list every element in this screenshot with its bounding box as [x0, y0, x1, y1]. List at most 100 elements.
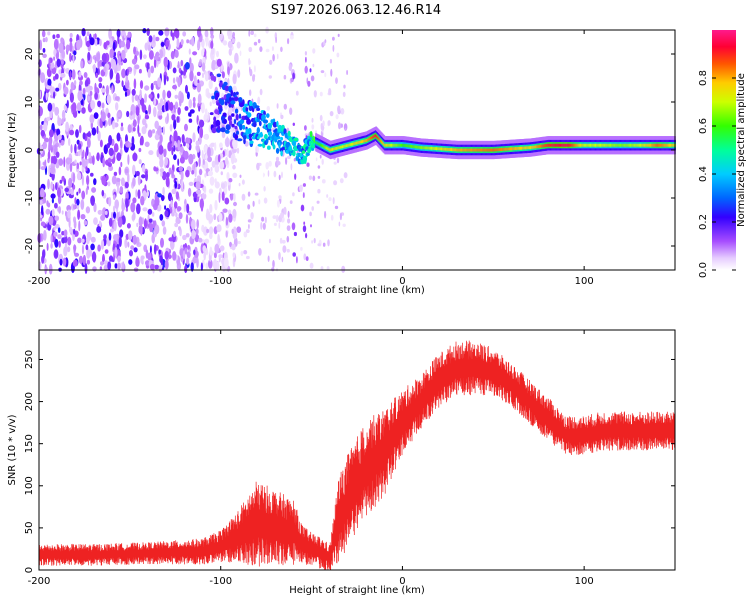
spectrogram-noise-blob [176, 76, 179, 83]
spectrogram-noise-blob [200, 102, 205, 114]
spectrogram-noise-blob [135, 170, 140, 177]
spectrogram-signal-cell [428, 146, 431, 150]
spectrogram-noise-blob [196, 82, 202, 93]
spectrogram-noise-blob [219, 142, 223, 149]
spectrogram-noise-blob [159, 134, 163, 144]
spectrogram-signal-cell [503, 147, 506, 151]
spectrogram-noise-blob [48, 263, 53, 275]
spectrogram-noise-blob [197, 27, 202, 38]
spectrogram-noise-blob [83, 220, 88, 226]
spectrogram-noise-blob [49, 129, 54, 138]
spectrogram-signal-cell [438, 147, 441, 151]
spectrogram-noise-blob [227, 77, 230, 87]
spectrogram-noise-blob [303, 253, 307, 261]
spectrogram-noise-blob [180, 39, 184, 45]
spectrogram-signal-cell [318, 142, 321, 146]
spectrogram-noise-blob [198, 168, 203, 176]
spectrogram-noise-blob [184, 62, 190, 70]
spectrogram-noise-blob [218, 212, 223, 222]
spectrogram-noise-blob [59, 258, 63, 266]
spectrogram-signal-cell [531, 145, 534, 149]
spectrogram-noise-blob [100, 111, 106, 122]
spectrogram-noise-blob [188, 48, 191, 55]
spectrogram-signal-cell [324, 145, 327, 149]
spectrogram-signal-blob [215, 119, 221, 127]
spectrogram-noise-blob [285, 157, 288, 165]
spectrogram-noise-blob [131, 88, 136, 96]
spectrogram-noise-blob [104, 249, 109, 254]
spectrogram-noise-blob [57, 115, 60, 123]
spectrogram-noise-blob [182, 234, 187, 241]
spectrogram-noise-blob [247, 204, 251, 210]
spectrogram-noise-blob [63, 156, 66, 168]
spectrogram-noise-blob [154, 224, 160, 235]
spectrogram-signal-blob [237, 138, 243, 142]
spectrogram-noise-blob [166, 90, 172, 99]
spectrogram-noise-blob [160, 258, 164, 266]
spectrogram-noise-blob [185, 233, 190, 238]
spectrogram-noise-blob [207, 170, 214, 177]
spectrogram-noise-blob [326, 266, 330, 271]
spectrogram-noise-blob [205, 247, 208, 256]
spectrogram-noise-blob [209, 101, 212, 107]
spectrogram-noise-blob [213, 252, 217, 259]
spectrogram-noise-blob [221, 191, 225, 201]
spectrogram-noise-blob [191, 170, 195, 175]
spectrogram-noise-blob [256, 162, 260, 171]
spectrogram-signal-blob [247, 112, 252, 118]
spectrogram-noise-blob [177, 107, 181, 116]
spectrogram-noise-blob [82, 254, 87, 266]
spectrogram-noise-blob [253, 41, 258, 46]
spectrogram-noise-blob [224, 197, 230, 205]
spectrogram-noise-blob [336, 157, 340, 164]
spectrogram-noise-blob [267, 255, 270, 262]
spectrogram-noise-blob [115, 72, 120, 83]
spectrogram-noise-blob [116, 152, 122, 162]
spectrogram-noise-blob [73, 219, 77, 229]
spectrogram-noise-blob [63, 86, 69, 95]
snr-frame [38, 329, 676, 571]
spectrogram-signal-cell [384, 143, 387, 147]
spectrogram-noise-blob [323, 41, 326, 46]
spectrogram-noise-blob [120, 122, 124, 127]
spectrogram-noise-blob [96, 52, 101, 63]
colorbar-tick-label: 0.6 [698, 118, 709, 134]
spectrogram-noise-blob [187, 187, 192, 197]
spectrogram-noise-blob [281, 239, 286, 244]
spectrogram-noise-blob [312, 48, 316, 54]
spectrogram-noise-blob [158, 30, 164, 36]
spectrogram-noise-blob [180, 59, 184, 67]
spectrogram-noise-blob [44, 266, 48, 272]
spectrogram-noise-blob [183, 203, 186, 213]
spectrogram-noise-blob [302, 183, 306, 187]
spectrogram-x-ticks: -200 -100 0 100 [28, 30, 594, 287]
spectrogram-noise-blob [223, 257, 229, 269]
spectrogram-noise-blob [330, 214, 334, 221]
spectrogram-noise-blob [186, 203, 190, 214]
spectrogram-noise-blob [319, 114, 323, 122]
snr-x-tick-label: 0 [399, 576, 405, 587]
spectrogram-signal-cell [418, 145, 421, 149]
spectrogram-signal-blob [289, 144, 292, 151]
spectrogram-noise-blob [195, 189, 202, 195]
spectrogram-noise-blob [158, 249, 161, 255]
spectrogram-noise-blob [97, 100, 102, 108]
spectrogram-noise-blob [341, 265, 346, 273]
spectrogram-y-ticks: -20 -10 0 10 20 [24, 48, 675, 254]
spectrogram-noise-blob [48, 58, 51, 68]
spectrogram-noise-blob [149, 245, 152, 254]
spectrogram-noise-blob [214, 199, 218, 211]
spectrogram-noise-blob [119, 229, 124, 238]
spectrogram-signal-blob [233, 118, 237, 125]
spectrogram-noise-blob [286, 225, 291, 232]
spectrogram-noise-blob [210, 47, 215, 55]
spectrogram-noise-blob [249, 68, 253, 77]
spectrogram-noise-blob [40, 129, 45, 137]
spectrogram-noise-blob [74, 143, 77, 154]
spectrogram-signal-cell [513, 147, 516, 151]
spectrogram-noise-blob [118, 236, 122, 248]
spectrogram-noise-blob [83, 72, 88, 78]
spectrogram-noise-blob [98, 77, 103, 83]
spectrogram-noise-blob [329, 111, 334, 117]
